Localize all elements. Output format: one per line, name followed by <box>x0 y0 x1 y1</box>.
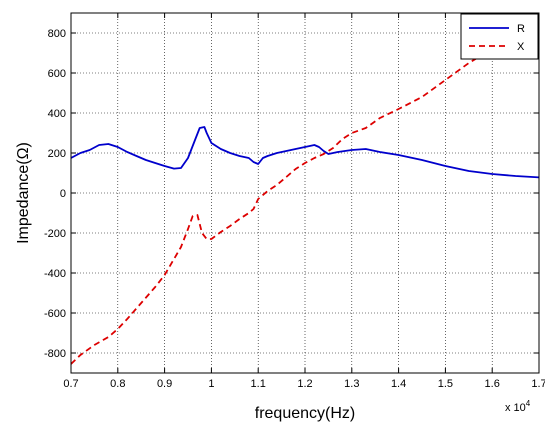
x-tick-label: 0.8 <box>110 378 125 390</box>
x-tick-label: 0.7 <box>63 378 78 390</box>
x-tick-label: 1 <box>208 378 214 390</box>
x-tick-label: 1.3 <box>344 378 359 390</box>
y-tick-label: 800 <box>48 28 66 40</box>
x-axis-multiplier-base: x 10 <box>505 402 526 414</box>
y-axis-ticks: 800 600 400 200 0 -200 -400 -600 -800 <box>44 28 539 360</box>
series-line-r <box>71 126 539 179</box>
legend-box <box>460 13 539 60</box>
x-tick-label: 1.7 <box>531 378 545 390</box>
y-tick-label: -800 <box>44 348 66 360</box>
x-tick-label: 1.1 <box>251 378 266 390</box>
x-tick-label: 0.9 <box>157 378 172 390</box>
y-tick-label: -200 <box>44 228 66 240</box>
grid-lines <box>71 13 539 373</box>
y-tick-label: 600 <box>48 68 66 80</box>
x-tick-label: 1.2 <box>297 378 312 390</box>
y-tick-label: -600 <box>44 308 66 320</box>
y-axis-label: Impedance(Ω) <box>15 142 32 244</box>
legend: R X <box>460 13 539 60</box>
x-tick-label: 1.6 <box>485 378 500 390</box>
x-tick-label: 1.5 <box>438 378 453 390</box>
legend-label-x: X <box>517 41 525 53</box>
legend-label-r: R <box>517 23 525 35</box>
x-axis-label: frequency(Hz) <box>255 405 355 422</box>
x-axis-ticks: 0.7 0.8 0.9 1 1.1 1.2 1.3 1.4 1.5 1.6 1.7 <box>63 13 545 390</box>
x-tick-label: 1.4 <box>391 378 406 390</box>
y-tick-label: 400 <box>48 108 66 120</box>
series-layer <box>71 16 539 365</box>
series-line-x <box>71 16 539 365</box>
x-axis-multiplier: x 104 <box>505 399 531 414</box>
y-tick-label: 0 <box>60 188 66 200</box>
x-axis-multiplier-exponent: 4 <box>526 399 531 408</box>
y-tick-label: 200 <box>48 148 66 160</box>
y-tick-label: -400 <box>44 268 66 280</box>
